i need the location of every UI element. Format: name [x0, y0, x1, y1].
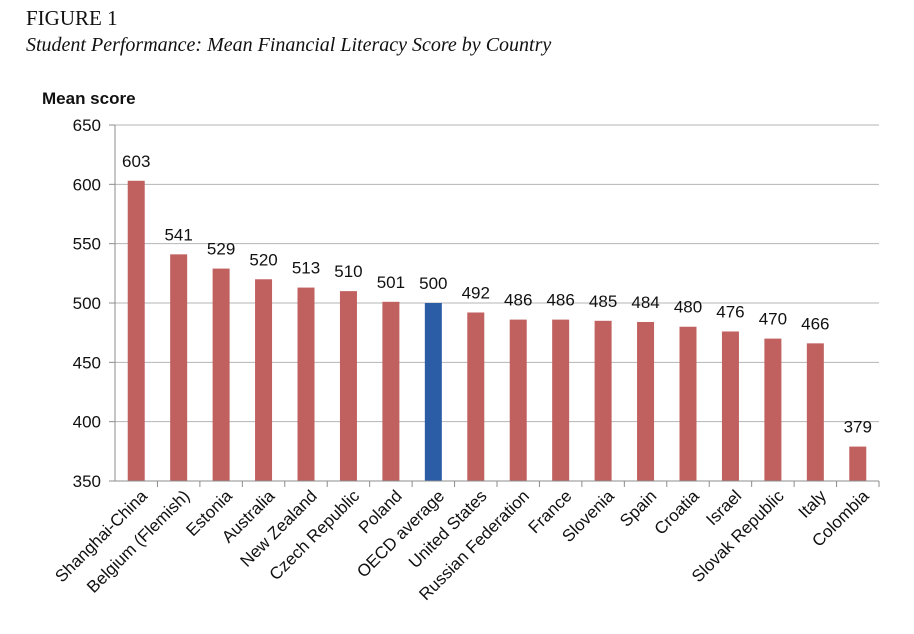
bar — [339, 291, 357, 481]
data-labels: 603 541 529 520 513 510 501 500 492 486 486 485 484 4… — [122, 152, 872, 437]
y-tick-label: 550 — [73, 235, 101, 254]
data-label: 480 — [674, 298, 702, 317]
bar — [297, 287, 315, 481]
bar — [849, 446, 867, 481]
x-tick-label: Italy — [795, 486, 831, 522]
y-tick-label: 650 — [73, 116, 101, 135]
data-label: 510 — [334, 262, 362, 281]
y-tick-labels: 350 400 450 500 550 600 650 — [73, 116, 101, 491]
bar — [467, 312, 485, 481]
bar — [382, 301, 400, 481]
data-label: 485 — [589, 292, 617, 311]
data-label: 500 — [419, 274, 447, 293]
bar — [679, 326, 697, 481]
bar — [637, 321, 655, 481]
y-axis-title: Mean score — [42, 89, 136, 108]
figure-label: FIGURE 1 — [26, 6, 118, 30]
data-label: 513 — [292, 259, 320, 278]
data-label: 470 — [759, 310, 787, 329]
bar — [212, 268, 230, 481]
data-label: 486 — [504, 291, 532, 310]
y-tick-label: 350 — [73, 472, 101, 491]
bar — [806, 343, 824, 481]
data-label: 520 — [249, 250, 277, 269]
x-tick-label: Croatia — [651, 486, 704, 539]
bar — [170, 254, 188, 481]
data-label: 486 — [546, 291, 574, 310]
bar — [764, 338, 782, 481]
data-label: 379 — [844, 418, 872, 437]
y-tick-label: 400 — [73, 413, 101, 432]
data-label: 501 — [377, 273, 405, 292]
data-label: 603 — [122, 152, 150, 171]
data-label: 492 — [462, 283, 490, 302]
y-tick-label: 500 — [73, 294, 101, 313]
figure-title: Student Performance: Mean Financial Lite… — [26, 34, 552, 56]
bar — [721, 331, 739, 481]
bar — [424, 303, 442, 481]
data-label: 476 — [716, 302, 744, 321]
bar — [594, 320, 612, 481]
y-tick-label: 600 — [73, 175, 101, 194]
bar — [509, 319, 527, 481]
bars — [127, 180, 880, 487]
data-label: 466 — [801, 314, 829, 333]
data-label: 529 — [207, 240, 235, 259]
y-tick-label: 450 — [73, 353, 101, 372]
bar — [127, 180, 145, 482]
data-label: 541 — [164, 225, 192, 244]
data-label: 484 — [631, 293, 659, 312]
bar — [255, 279, 273, 481]
bar — [552, 319, 570, 481]
